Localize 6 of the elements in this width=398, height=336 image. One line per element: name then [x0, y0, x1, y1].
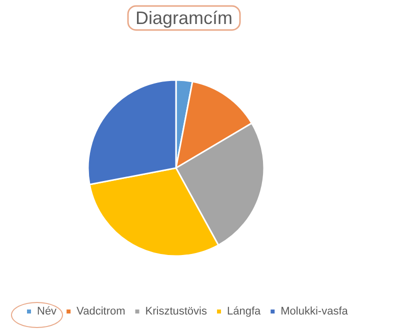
- legend-label: Név: [37, 306, 58, 318]
- legend-label: Lángfa: [226, 306, 262, 318]
- chart-title: Diagramcím: [135, 8, 233, 28]
- legend-label: Vadcitrom: [76, 306, 126, 318]
- legend-label: Molukki-vasfa: [280, 306, 349, 318]
- legend-label: Krisztustövis: [145, 306, 208, 318]
